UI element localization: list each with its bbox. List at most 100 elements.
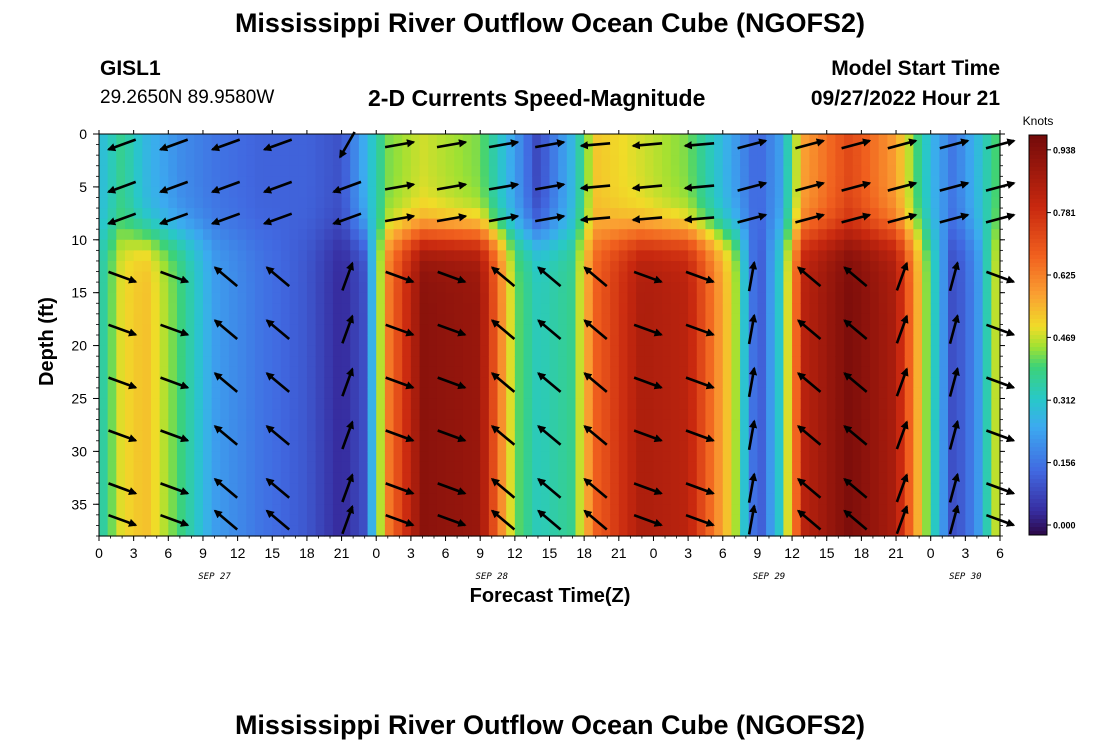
heatmap-cell <box>142 165 152 177</box>
heatmap-cell <box>731 324 741 336</box>
heatmap-cell <box>948 218 958 230</box>
heatmap-cell <box>523 134 533 146</box>
heatmap-cell <box>306 282 317 294</box>
heatmap-cell <box>506 356 516 368</box>
heatmap-cell <box>965 430 975 442</box>
current-arrow <box>158 138 189 152</box>
heatmap-cell <box>393 186 403 199</box>
heatmap-cell <box>202 356 213 368</box>
heatmap-cell <box>592 218 603 230</box>
heatmap-cell <box>393 419 403 431</box>
heatmap-cell <box>566 229 577 241</box>
current-arrow <box>537 266 562 288</box>
heatmap-cell <box>254 229 265 241</box>
heatmap-cell <box>705 493 715 505</box>
heatmap-cell <box>991 239 1001 251</box>
heatmap-cell <box>636 525 646 537</box>
heatmap-cell <box>627 186 637 199</box>
heatmap-cell <box>774 292 785 304</box>
heatmap-cell <box>176 260 187 273</box>
heatmap-cell <box>584 335 594 347</box>
heatmap-cell <box>523 387 533 400</box>
current-arrow <box>747 472 758 503</box>
heatmap-cell <box>142 186 152 199</box>
heatmap-cell <box>870 313 880 326</box>
heatmap-cell <box>974 461 984 474</box>
heatmap-cell <box>566 208 577 220</box>
heatmap-cell <box>783 271 793 283</box>
heatmap-cell <box>471 313 481 326</box>
heatmap-cell <box>774 239 785 251</box>
heatmap-cell <box>549 483 559 495</box>
heatmap-cell <box>818 472 828 484</box>
heatmap-cell <box>263 461 273 474</box>
heatmap-cell <box>887 303 897 315</box>
heatmap-cell <box>315 377 325 389</box>
heatmap-cell <box>592 356 603 368</box>
heatmap-cell <box>584 250 594 262</box>
heatmap-cell <box>228 303 239 315</box>
heatmap-cell <box>930 483 940 495</box>
heatmap-cell <box>714 197 724 209</box>
colorbar-segment <box>1029 163 1047 168</box>
heatmap-cell <box>376 356 386 368</box>
heatmap-cell <box>861 440 871 452</box>
heatmap-cell <box>618 366 629 378</box>
heatmap-cell <box>350 324 360 336</box>
heatmap-cell <box>402 303 412 315</box>
heatmap-cell <box>558 165 568 177</box>
heatmap-cell <box>601 176 611 188</box>
heatmap-cell <box>393 197 403 209</box>
heatmap-cell <box>601 451 611 463</box>
heatmap-cell <box>696 155 707 167</box>
current-arrow <box>265 509 291 531</box>
heatmap-cell <box>783 197 793 209</box>
x-axis-label: Forecast Time(Z) <box>469 585 631 607</box>
heatmap-cell <box>835 356 845 368</box>
heatmap-cell <box>783 208 793 220</box>
x-tick-label: 9 <box>199 545 207 561</box>
heatmap-cell <box>133 377 143 389</box>
heatmap-cell <box>610 218 620 230</box>
heatmap-cell <box>540 134 551 146</box>
heatmap-cell <box>332 377 343 389</box>
heatmap-cell <box>211 387 221 400</box>
heatmap-cell <box>688 271 698 283</box>
heatmap-cell <box>159 282 169 294</box>
heatmap-cell <box>332 271 343 283</box>
colorbar-segment <box>1029 507 1047 512</box>
current-arrow <box>488 181 520 191</box>
heatmap-cell <box>332 514 343 527</box>
heatmap-cell <box>818 525 828 537</box>
heatmap-cell <box>237 451 247 463</box>
y-tick-label: 20 <box>71 338 87 354</box>
heatmap-cell <box>497 134 507 146</box>
heatmap-cell <box>367 461 377 474</box>
heatmap-cell <box>956 218 966 230</box>
heatmap-cell <box>99 134 109 146</box>
heatmap-cell <box>722 144 733 156</box>
heatmap-cell <box>722 176 733 188</box>
heatmap-cell <box>471 430 481 442</box>
heatmap-cell <box>852 197 862 209</box>
colorbar-segment <box>1029 143 1047 148</box>
current-arrow <box>843 425 868 446</box>
heatmap-cell <box>982 345 992 357</box>
heatmap-cell <box>714 335 724 347</box>
heatmap-cell <box>384 430 395 442</box>
heatmap-cell <box>471 514 481 527</box>
heatmap-cell <box>982 313 992 326</box>
heatmap-cell <box>982 366 992 378</box>
heatmap-cell <box>532 398 542 410</box>
heatmap-cell <box>930 356 940 368</box>
heatmap-cell <box>376 144 386 156</box>
heatmap-cell <box>653 282 663 294</box>
heatmap-cell <box>696 229 707 241</box>
heatmap-cell <box>445 525 455 537</box>
heatmap-cell <box>332 239 343 251</box>
heatmap-cell <box>818 155 828 167</box>
heatmap-cell <box>159 430 169 442</box>
heatmap-cell <box>462 525 473 537</box>
heatmap-cell <box>549 387 559 400</box>
heatmap-cell <box>644 165 655 177</box>
